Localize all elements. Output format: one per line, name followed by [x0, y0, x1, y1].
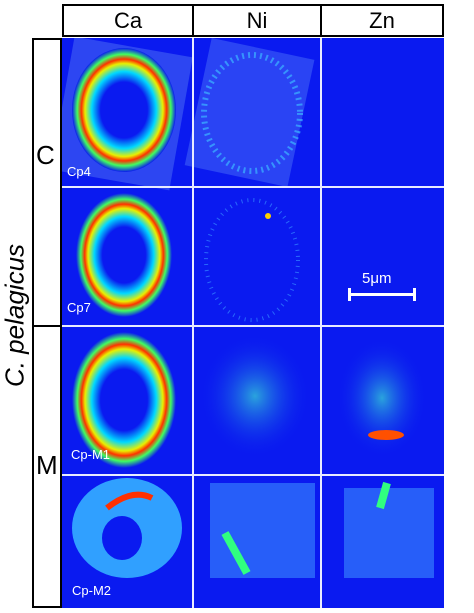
scale-bar — [348, 288, 416, 301]
cpm2-ca-center — [102, 516, 142, 560]
cell-label-cpm2: Cp-M2 — [72, 583, 112, 598]
column-header-ni: Ni — [192, 4, 322, 37]
cpm1-zn-hotspot — [368, 430, 404, 440]
row-divider-2 — [62, 325, 444, 327]
cpm1-zn-map — [337, 338, 427, 458]
cp4-ni-frame — [184, 37, 315, 187]
cpm2-zn-map — [344, 488, 434, 578]
cp4-ni-map — [201, 52, 303, 174]
cpm2-ca-stripe — [105, 491, 154, 511]
cell-label-cpm1: Cp-M1 — [71, 447, 111, 462]
column-divider-1 — [192, 38, 194, 608]
cell-label-cp7: Cp7 — [67, 300, 91, 315]
cpm2-ni-map — [210, 483, 315, 578]
group-label-m: M — [36, 450, 58, 480]
row-divider-3 — [62, 474, 444, 476]
species-bar — [32, 38, 62, 608]
cpm1-ca-ring — [72, 332, 176, 468]
scale-label: 5μm — [362, 270, 392, 287]
column-divider-2 — [320, 38, 322, 608]
species-label: C. pelagicus — [0, 243, 30, 388]
column-header-ca: Ca — [62, 4, 194, 37]
cpm2-zn-streak — [376, 481, 391, 510]
cell-label-cp4: Cp4 — [67, 164, 91, 179]
row-divider-1 — [62, 186, 444, 188]
cp7-ni-map — [204, 198, 300, 322]
cpm1-ni-map — [200, 334, 310, 458]
cp7-ca-ring — [76, 193, 172, 317]
cp7-ni-hotspot — [265, 213, 271, 219]
cp4-ca-ring — [72, 48, 176, 172]
column-header-zn: Zn — [320, 4, 444, 37]
group-label-c: C — [36, 140, 55, 170]
group-divider — [32, 325, 62, 327]
element-maps — [51, 36, 434, 578]
element-map-grid — [51, 36, 444, 608]
cpm2-ni-streak — [221, 531, 251, 575]
